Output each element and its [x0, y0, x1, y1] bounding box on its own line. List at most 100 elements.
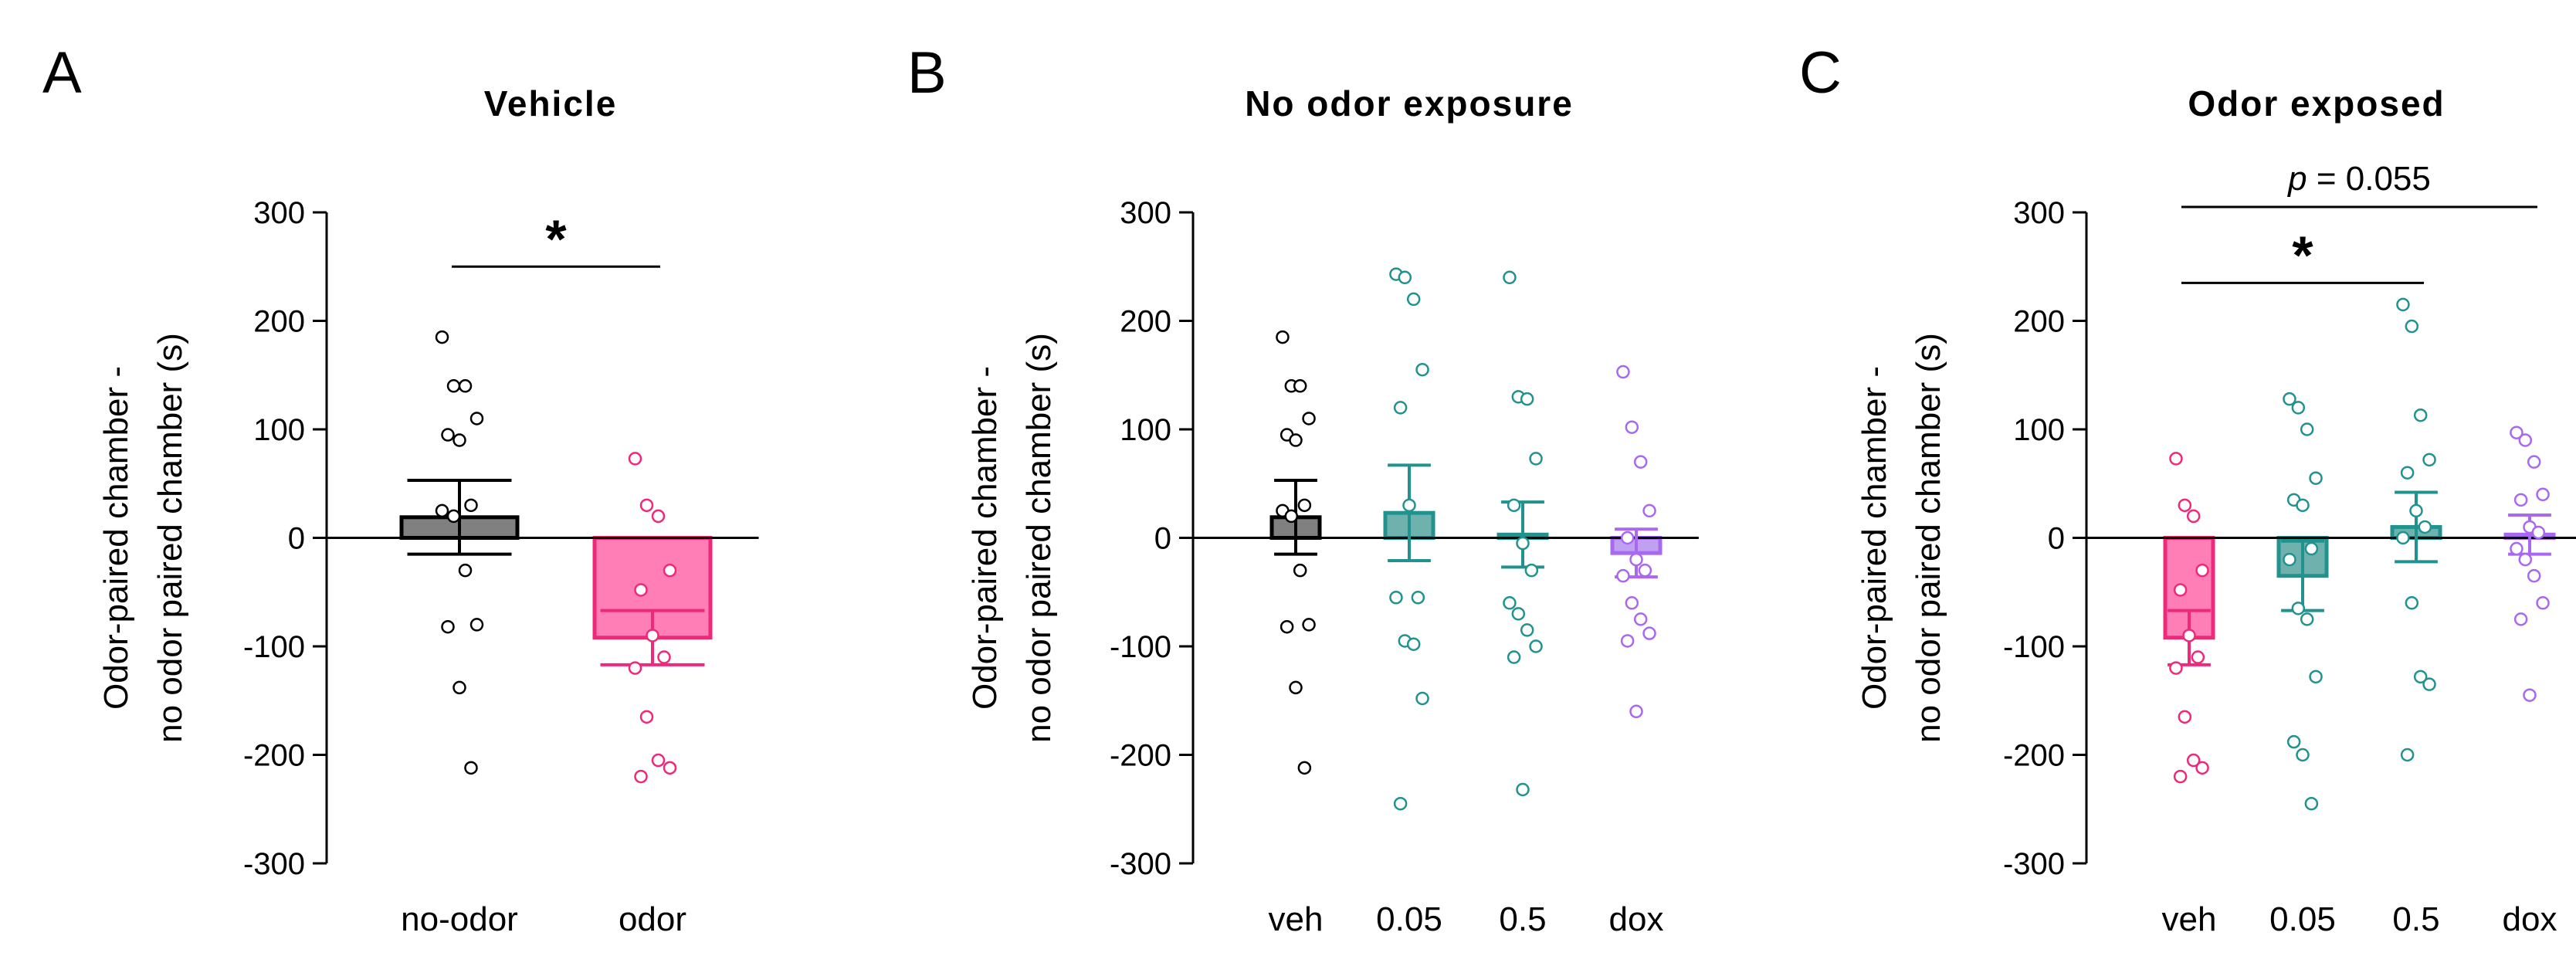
data-point: [469, 412, 484, 425]
data-point: [2304, 796, 2319, 811]
data-point: [2195, 761, 2209, 775]
data-point: [458, 563, 473, 578]
data-point: [1415, 691, 1429, 706]
y-tick-label: 300: [2013, 196, 2065, 230]
data-point: [1406, 292, 1421, 307]
data-point: [1280, 619, 1294, 634]
data-point: [2178, 710, 2192, 724]
data-point: [469, 618, 484, 632]
data-point: [441, 619, 455, 634]
data-point: [1642, 626, 1656, 640]
panel-letter: B: [907, 40, 947, 106]
data-point: [2396, 297, 2410, 312]
data-point: [441, 428, 455, 442]
data-point: [2178, 498, 2192, 513]
data-point: [2409, 503, 2423, 518]
data-point: [1511, 607, 1526, 621]
x-tick-label: 0.5: [1499, 900, 1546, 938]
data-point: [1411, 591, 1425, 605]
y-axis-label-line1: Odor-paired chamber -: [966, 366, 1004, 710]
data-point: [634, 583, 648, 597]
data-point: [651, 509, 666, 524]
data-point: [2413, 408, 2428, 422]
y-tick-label: -100: [1110, 630, 1171, 664]
data-point: [1402, 498, 1416, 513]
data-point: [1507, 498, 1521, 513]
y-axis-label-line1: Odor-paired chamber -: [97, 366, 135, 710]
y-tick-label: -200: [2003, 739, 2065, 773]
data-point: [1529, 639, 1543, 653]
data-point: [446, 379, 461, 393]
data-point: [1524, 563, 1539, 578]
y-axis-label-line1: Odor-paired chamber -: [1856, 366, 1893, 710]
data-point: [1642, 503, 1656, 518]
data-point: [1284, 509, 1299, 524]
panel-c: C Odor exposed Odor-paired chamber - no odo…: [1799, 40, 2576, 938]
y-tick-label: 200: [2013, 305, 2065, 339]
y-tick-label: 300: [253, 196, 305, 230]
data-point: [2405, 596, 2419, 610]
chart-title: No odor exposure: [1245, 83, 1574, 124]
data-point: [1398, 270, 1412, 285]
data-point: [634, 769, 648, 784]
data-point: [1293, 563, 1307, 578]
y-tick-label: 100: [1120, 413, 1171, 447]
data-point: [1616, 568, 1630, 583]
data-point: [2291, 401, 2306, 415]
data-point: [1620, 531, 1635, 545]
x-tick-label: 0.05: [2269, 900, 2336, 938]
data-point: [464, 761, 478, 775]
y-tick-label: 0: [2048, 522, 2065, 556]
chart-title: Odor exposed: [2188, 83, 2445, 124]
data-point: [2513, 493, 2528, 507]
data-point: [2173, 583, 2188, 597]
data-point: [1415, 362, 1429, 377]
data-point: [663, 761, 677, 775]
data-point: [1503, 596, 1517, 610]
data-point: [2523, 688, 2537, 702]
data-point: [1633, 612, 1648, 626]
panel-letter: C: [1799, 40, 1842, 106]
panel-a: A Vehicle Odor-paired chamber - no odor pai…: [42, 40, 759, 938]
y-tick-label: 200: [1120, 305, 1171, 339]
data-point: [2510, 541, 2523, 556]
data-point: [1289, 433, 1303, 447]
data-point: [2527, 568, 2541, 583]
data-point: [2182, 629, 2196, 642]
y-tick-label: -300: [243, 847, 305, 881]
data-point: [1389, 591, 1403, 605]
data-point: [1289, 680, 1303, 695]
data-point: [1516, 536, 1530, 551]
data-point: [2291, 602, 2306, 615]
data-point: [2191, 650, 2205, 664]
p-value-symbol: p: [2286, 160, 2307, 198]
x-tick-label: dox: [2503, 900, 2557, 938]
data-point: [1393, 401, 1408, 415]
data-point: [651, 753, 666, 768]
data-point: [2286, 734, 2301, 749]
data-point: [2527, 455, 2541, 469]
data-point: [2309, 471, 2323, 485]
data-point: [1629, 704, 1643, 719]
data-point: [1293, 379, 1307, 393]
data-point: [2186, 509, 2201, 524]
data-point: [1297, 498, 1312, 513]
data-point: [2304, 541, 2319, 556]
y-axis-label-line2: no odor paired chamber (s): [151, 333, 189, 743]
data-point: [1629, 552, 1643, 567]
x-tick-label: dox: [1609, 900, 1664, 938]
data-point: [435, 503, 449, 518]
y-tick-label: -100: [243, 630, 305, 664]
data-point: [2169, 452, 2183, 466]
y-tick-label: -100: [2003, 630, 2065, 664]
data-point: [2510, 425, 2523, 439]
y-tick-label: 200: [253, 305, 305, 339]
data-point: [2309, 670, 2323, 684]
data-point: [639, 498, 654, 513]
data-point: [628, 661, 642, 675]
data-point: [2296, 748, 2310, 762]
data-point: [1620, 634, 1635, 648]
data-point: [464, 498, 478, 513]
data-point: [1616, 364, 1630, 379]
